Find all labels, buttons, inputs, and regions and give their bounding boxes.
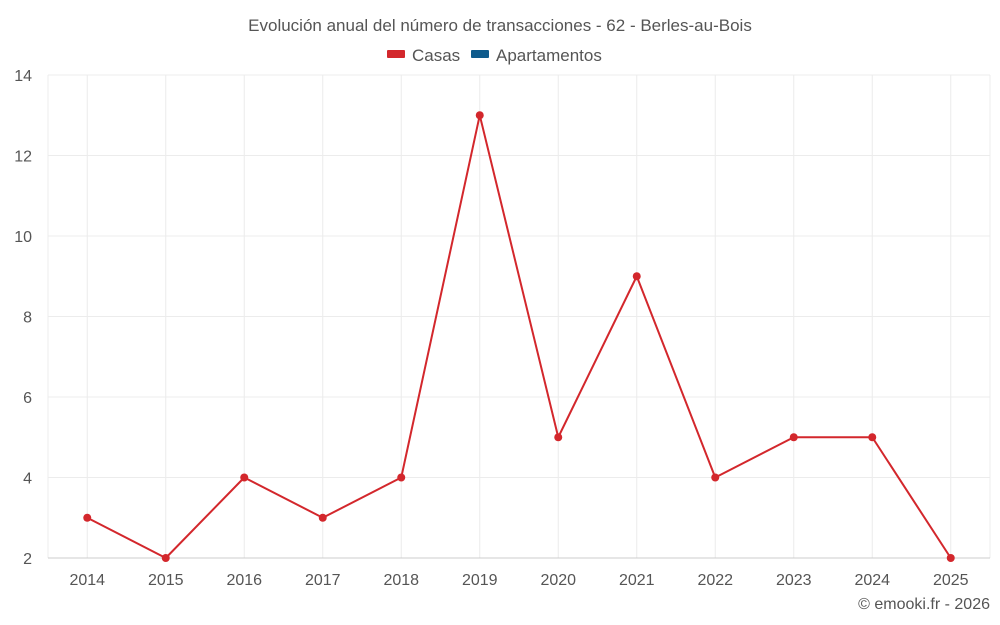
- data-point-casas-2025[interactable]: [946, 554, 955, 562]
- y-tick-label: 14: [14, 68, 32, 85]
- data-point-casas-2014[interactable]: [83, 513, 92, 522]
- x-tick-label: 2023: [776, 572, 812, 589]
- x-tick-label: 2022: [697, 572, 733, 589]
- x-tick-label: 2014: [69, 572, 105, 589]
- data-point-casas-2022[interactable]: [711, 473, 720, 482]
- x-tick-label: 2016: [226, 572, 262, 589]
- x-tick-label: 2018: [383, 572, 419, 589]
- data-point-casas-2020[interactable]: [554, 433, 563, 442]
- x-tick-label: 2020: [540, 572, 576, 589]
- chart-title: Evolución anual del número de transaccio…: [248, 16, 752, 35]
- data-point-casas-2024[interactable]: [868, 433, 877, 442]
- data-point-casas-2023[interactable]: [789, 433, 798, 442]
- data-point-casas-2021[interactable]: [632, 272, 641, 281]
- legend: Casas Apartamentos: [387, 46, 602, 65]
- legend-label-apartamentos: Apartamentos: [496, 46, 602, 65]
- x-tick-label: 2017: [305, 572, 341, 589]
- x-tick-label: 2015: [148, 572, 184, 589]
- credit-text: © emooki.fr - 2026: [858, 596, 990, 613]
- data-point-casas-2017[interactable]: [318, 513, 327, 522]
- axes: 2 4 6 8 10 12 14 2014 2015 2016 2017 2018 2019 2020 20…: [14, 68, 990, 589]
- grid: [47, 74, 991, 558]
- y-tick-label: 2: [23, 551, 32, 568]
- x-tick-label: 2021: [619, 572, 655, 589]
- y-tick-label: 10: [14, 229, 32, 246]
- legend-label-casas: Casas: [412, 46, 460, 65]
- y-tick-label: 4: [23, 471, 32, 488]
- data-point-casas-2015[interactable]: [161, 554, 170, 562]
- y-tick-label: 8: [23, 310, 32, 327]
- y-tick-label: 6: [23, 390, 32, 407]
- x-tick-label: 2024: [854, 572, 890, 589]
- x-tick-label: 2019: [462, 572, 498, 589]
- legend-swatch-casas: [387, 50, 405, 58]
- series-line-casas: [86, 114, 952, 559]
- y-tick-label: 12: [14, 149, 32, 166]
- x-tick-label: 2025: [933, 572, 969, 589]
- legend-swatch-apartamentos: [471, 50, 489, 58]
- data-point-casas-2019[interactable]: [475, 111, 484, 120]
- series: [83, 111, 955, 562]
- legend-item-apartamentos[interactable]: Apartamentos: [471, 46, 602, 65]
- data-point-casas-2016[interactable]: [240, 473, 249, 482]
- data-point-casas-2018[interactable]: [397, 473, 406, 482]
- legend-item-casas[interactable]: Casas: [387, 46, 460, 65]
